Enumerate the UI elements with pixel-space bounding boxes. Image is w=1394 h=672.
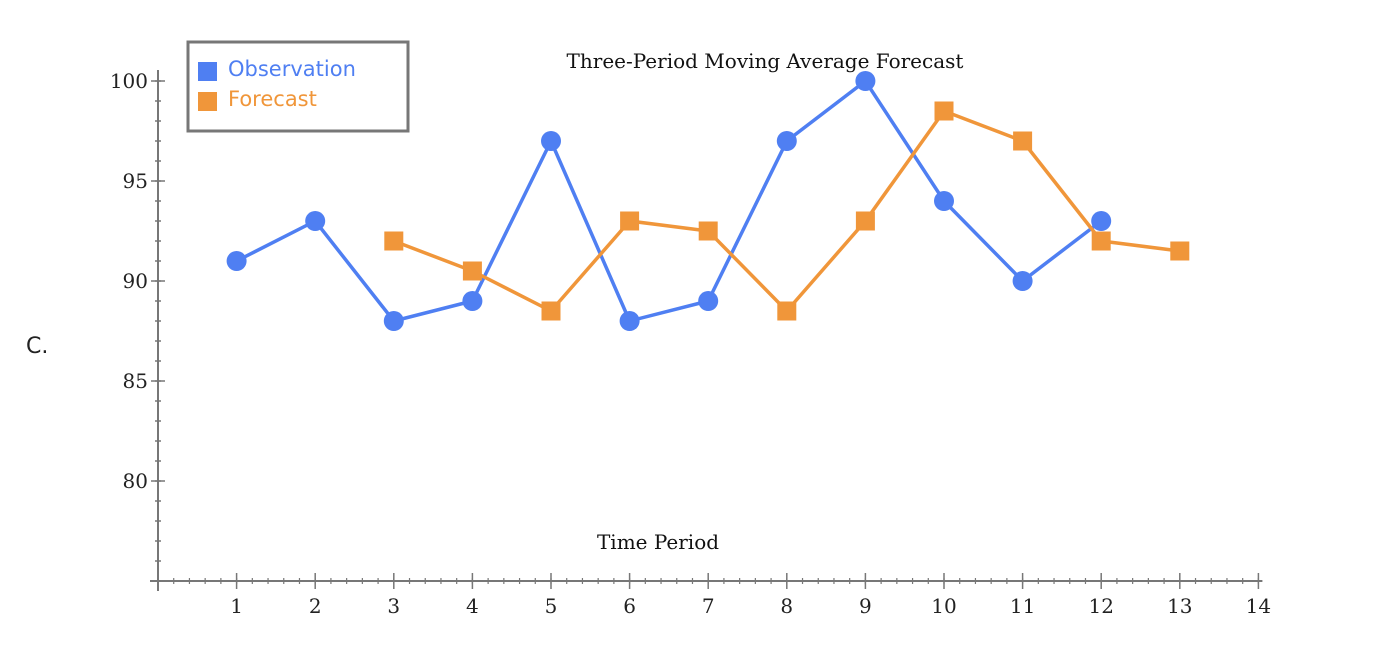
data-point-forecast [462,261,482,281]
data-point-observation [619,311,640,331]
series-line-observation [235,79,1103,323]
data-point-observation [934,191,954,211]
x-tick-label: 4 [466,594,479,618]
data-point-forecast [541,301,561,321]
data-point-observation [541,131,561,151]
x-tick-label: 6 [623,594,636,618]
data-point-observation [383,311,404,331]
x-tick-label: 10 [931,594,956,618]
data-point-observation [698,291,719,311]
x-axis-label: Time Period [597,530,719,554]
x-tick-label: 3 [387,594,400,618]
legend-label-observation: Observation [228,57,356,81]
legend: Observation Forecast [186,40,410,133]
legend-frame [186,40,410,133]
x-tick-label: 8 [780,594,793,618]
data-point-forecast [384,231,404,251]
data-point-observation [1012,271,1033,291]
x-tick-label: 14 [1246,594,1271,618]
legend-swatch-observation [198,62,217,81]
option-label: C. [26,334,49,359]
x-tick-label: 7 [702,594,715,618]
data-point-observation [855,71,876,91]
data-point-observation [226,251,247,271]
x-tick-label: 11 [1010,594,1035,618]
y-tick-label: 95 [123,169,148,193]
chart-title: Three-Period Moving Average Forecast [567,49,964,73]
data-point-forecast [1091,231,1111,251]
legend-label-forecast: Forecast [228,87,317,111]
x-tick-label: 2 [309,594,322,618]
x-tick-label: 5 [545,594,558,618]
data-point-forecast [1170,241,1190,261]
series-observation [226,71,1112,331]
y-tick-label: 90 [123,269,148,293]
x-tick-label: 1 [230,594,243,618]
series-forecast [384,101,1190,321]
data-point-forecast [855,211,875,231]
data-point-forecast [777,301,797,321]
y-tick-label: 100 [110,69,148,93]
x-tick-label: 12 [1088,594,1113,618]
y-tick-label: 80 [123,469,148,493]
data-point-forecast [620,211,640,231]
series-layer [226,71,1190,331]
data-point-observation [462,291,483,311]
legend-swatch-forecast [198,92,217,111]
data-point-observation [1091,211,1112,231]
data-point-forecast [698,221,718,241]
data-point-forecast [934,101,954,121]
x-tick-label: 13 [1167,594,1192,618]
x-tick-label: 9 [859,594,872,618]
y-tick-label: 85 [123,369,148,393]
data-point-observation [776,131,797,151]
data-point-forecast [1013,131,1033,151]
data-point-observation [305,211,326,231]
